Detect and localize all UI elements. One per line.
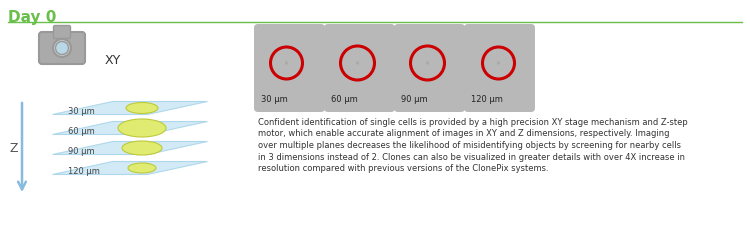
- Text: 60 μm: 60 μm: [331, 95, 358, 104]
- Text: motor, which enable accurate alignment of images in XY and Z dimensions, respect: motor, which enable accurate alignment o…: [258, 130, 670, 138]
- Text: 120 μm: 120 μm: [68, 167, 100, 175]
- Text: in 3 dimensions instead of 2. Clones can also be visualized in greater details w: in 3 dimensions instead of 2. Clones can…: [258, 153, 685, 161]
- Ellipse shape: [118, 119, 166, 137]
- FancyBboxPatch shape: [394, 24, 465, 112]
- Text: Confident identification of single cells is provided by a high precision XY stag: Confident identification of single cells…: [258, 118, 688, 127]
- Polygon shape: [53, 102, 208, 114]
- FancyBboxPatch shape: [53, 25, 70, 38]
- Text: 30 μm: 30 μm: [68, 106, 94, 116]
- Polygon shape: [53, 141, 208, 154]
- Ellipse shape: [122, 141, 162, 155]
- FancyBboxPatch shape: [39, 32, 85, 64]
- FancyBboxPatch shape: [464, 24, 535, 112]
- Text: 90 μm: 90 μm: [401, 95, 427, 104]
- Circle shape: [356, 62, 358, 64]
- Ellipse shape: [126, 103, 158, 113]
- Polygon shape: [53, 161, 208, 175]
- Circle shape: [53, 39, 71, 57]
- Polygon shape: [53, 121, 208, 134]
- Text: 30 μm: 30 μm: [261, 95, 288, 104]
- Text: 60 μm: 60 μm: [68, 127, 94, 136]
- Text: XY: XY: [105, 54, 122, 66]
- Circle shape: [427, 62, 428, 64]
- Text: Day 0: Day 0: [8, 10, 56, 25]
- Text: over multiple planes decreases the likelihood of misidentifying objects by scree: over multiple planes decreases the likel…: [258, 141, 681, 150]
- FancyBboxPatch shape: [324, 24, 395, 112]
- Circle shape: [286, 62, 287, 64]
- Circle shape: [497, 62, 500, 64]
- Text: Z: Z: [10, 141, 18, 154]
- Circle shape: [56, 41, 68, 55]
- Text: 120 μm: 120 μm: [471, 95, 502, 104]
- Ellipse shape: [128, 163, 156, 173]
- FancyBboxPatch shape: [254, 24, 325, 112]
- Text: resolution compared with previous versions of the ClonePix systems.: resolution compared with previous versio…: [258, 164, 548, 173]
- Text: 90 μm: 90 μm: [68, 147, 94, 155]
